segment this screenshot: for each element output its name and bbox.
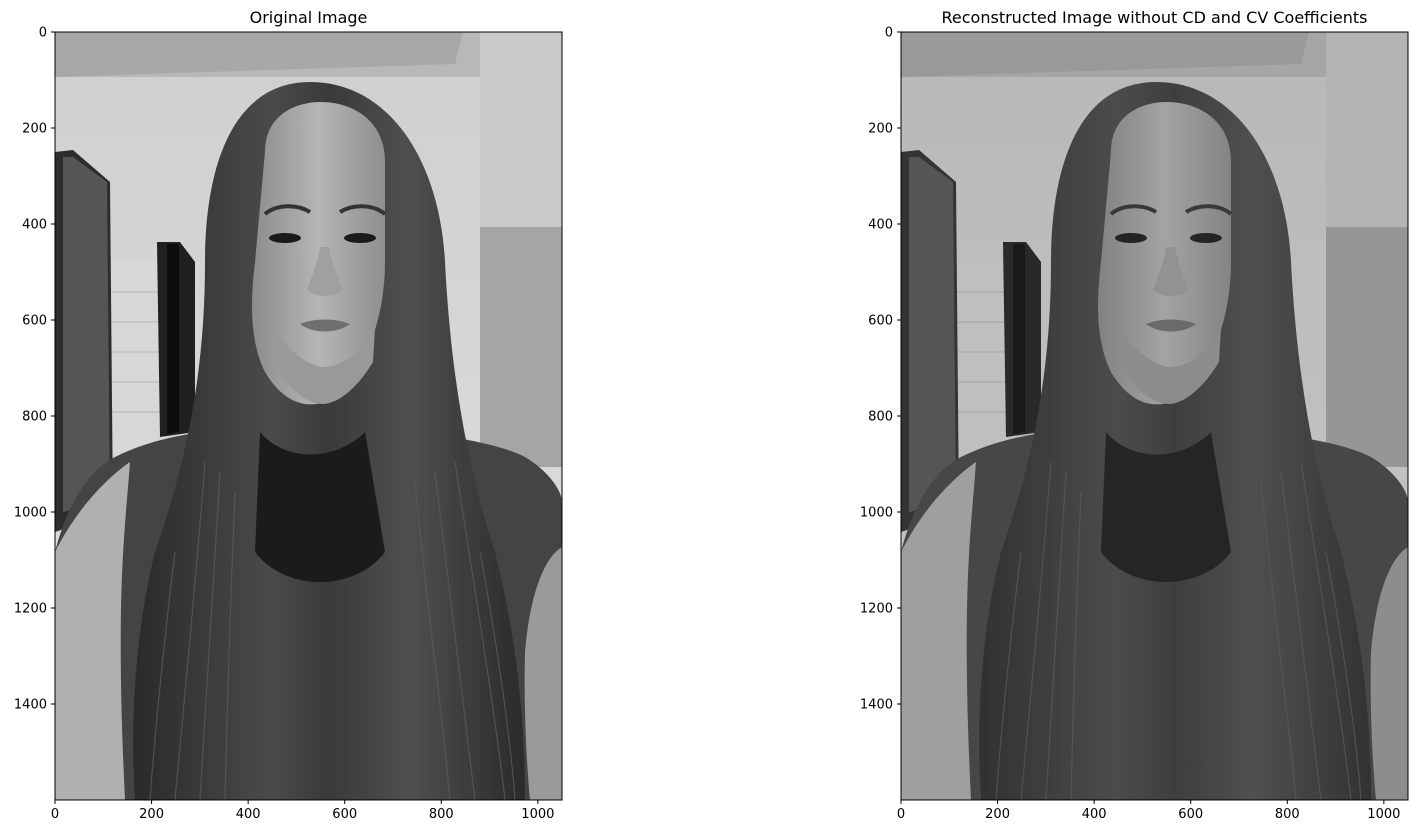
- panel-title: Original Image: [250, 8, 368, 27]
- x-tick-label: 1000: [521, 807, 554, 822]
- x-tick-label: 800: [429, 807, 454, 822]
- panel-title: Reconstructed Image without CD and CV Co…: [942, 8, 1368, 27]
- panel-original: Original Image 0 200 400 600 800 1000 0 200 400…: [14, 8, 563, 822]
- y-tick-label: 400: [868, 218, 893, 233]
- y-tick-label: 400: [22, 218, 47, 233]
- x-tick-label: 400: [1082, 807, 1107, 822]
- x-tick-label: 0: [897, 807, 905, 822]
- y-tick-label: 200: [868, 122, 893, 137]
- y-tick-label: 800: [22, 410, 47, 425]
- x-tick-label: 0: [51, 807, 59, 822]
- y-tick-label: 1000: [860, 506, 893, 521]
- y-tick-label: 1400: [860, 698, 893, 713]
- y-tick-label: 1200: [14, 602, 47, 617]
- y-axis: 0 200 400 600 800 1000 1200 1400: [860, 26, 901, 713]
- x-axis: 0 200 400 600 800 1000: [897, 800, 1400, 822]
- y-tick-label: 1000: [14, 506, 47, 521]
- y-tick-label: 200: [22, 122, 47, 137]
- y-tick-label: 600: [868, 314, 893, 329]
- x-tick-label: 400: [236, 807, 261, 822]
- y-tick-label: 0: [39, 26, 47, 41]
- x-axis: 0 200 400 600 800 1000: [51, 800, 554, 822]
- x-tick-label: 1000: [1367, 807, 1400, 822]
- y-tick-label: 800: [868, 410, 893, 425]
- y-tick-label: 1400: [14, 698, 47, 713]
- original-photo: [55, 32, 562, 800]
- y-tick-label: 1200: [860, 602, 893, 617]
- reconstructed-photo: [901, 32, 1408, 800]
- x-tick-label: 800: [1275, 807, 1300, 822]
- x-tick-label: 200: [985, 807, 1010, 822]
- x-tick-label: 600: [332, 807, 357, 822]
- y-axis: 0 200 400 600 800 1000 1200 1400: [14, 26, 55, 713]
- panel-reconstructed: Reconstructed Image without CD and CV Co…: [860, 8, 1409, 822]
- y-tick-label: 0: [885, 26, 893, 41]
- y-tick-label: 600: [22, 314, 47, 329]
- x-tick-label: 600: [1178, 807, 1203, 822]
- x-tick-label: 200: [139, 807, 164, 822]
